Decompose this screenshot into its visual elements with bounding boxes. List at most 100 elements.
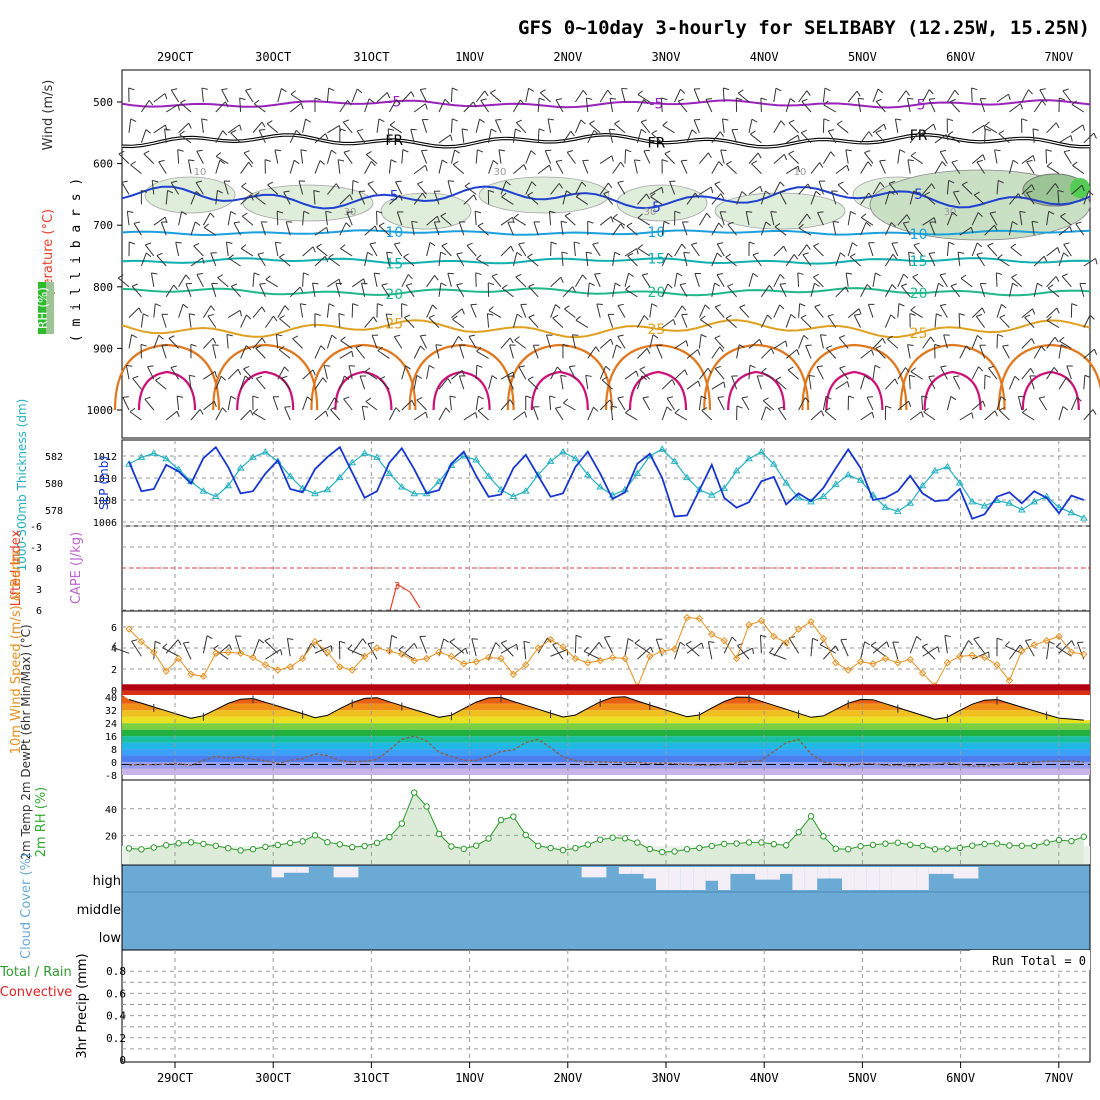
wind-barb-flag [1008, 94, 1011, 101]
wind-barb [426, 275, 436, 288]
wind-barb-flag [556, 159, 563, 162]
wind-barb-flag [221, 88, 228, 91]
wind-barb [290, 93, 303, 103]
wind-barb-flag [567, 150, 574, 153]
wind-barb-flag [587, 220, 594, 224]
wind-barb [539, 92, 551, 103]
wind-barb [661, 283, 669, 297]
wind-barb-10m-flag [685, 640, 692, 645]
wind-barb-flag [806, 213, 811, 220]
wind-barb [939, 305, 948, 318]
wind-barb [260, 221, 266, 236]
wind-barb [438, 378, 449, 390]
wind-barb [264, 315, 274, 328]
wind-barb-flag [612, 213, 618, 219]
wind-barb-flag [539, 89, 546, 94]
wind-barb [698, 334, 702, 349]
wind-barb-flag [814, 282, 820, 287]
cloud-high-bar [668, 867, 681, 890]
wind-barb-10m [314, 645, 332, 654]
wind-barb [326, 397, 335, 411]
wind-barb [860, 192, 870, 205]
isotherm-35 [334, 370, 393, 411]
wind-barb-flag [804, 397, 810, 403]
wind-barb [126, 211, 130, 226]
wind-barb [1058, 344, 1062, 359]
wind-barb [1008, 283, 1014, 297]
wind-barb-flag [248, 161, 253, 168]
wind-barb [339, 375, 345, 390]
wind-barb-flag [1092, 409, 1097, 415]
wind-barb-flag [345, 222, 351, 228]
cloud-high-bar [594, 867, 607, 878]
wind-barb [907, 159, 911, 174]
wind-barb [836, 123, 849, 134]
wind-barb-flag [177, 149, 184, 152]
wind-barb-10m [1009, 644, 1021, 660]
wind-barb-flag [625, 149, 632, 153]
wind-barb [835, 164, 848, 175]
wind-barb-flag [351, 351, 354, 358]
wind-barb [1010, 246, 1023, 257]
wind-speed-point [187, 670, 195, 678]
wind-barb-flag [849, 253, 856, 258]
wind-barb [215, 376, 222, 390]
wind-barb [725, 317, 737, 328]
wind-barb [456, 284, 465, 298]
wind-barb [798, 303, 801, 318]
thickness-point [1079, 514, 1088, 521]
wind-barb [190, 221, 196, 236]
wind-barb-flag [697, 380, 701, 387]
wind-barb [274, 242, 279, 257]
wind-barb-10m [840, 639, 849, 657]
wind-barb-flag [1063, 149, 1070, 153]
wind-barb-flag [948, 180, 955, 184]
wind-barb [1009, 193, 1019, 205]
wind-barb [450, 118, 453, 133]
wind-barb [488, 375, 493, 390]
wind-barb [934, 134, 947, 144]
wind-barb-flag [273, 315, 278, 322]
wind-barb [564, 308, 576, 318]
wind-barb [711, 131, 721, 144]
wind-barb-flag [775, 376, 782, 381]
upper-air-panel: -5-5-5FRFRFR5551010101515152020202525251… [36, 69, 1100, 439]
wind-barb-flag [759, 339, 763, 346]
wind-barb-10m [723, 636, 733, 654]
wind-speed-point [1055, 632, 1063, 641]
wind-barb-flag [1032, 308, 1036, 315]
thickness-point [658, 445, 667, 452]
wind-barb [203, 400, 215, 411]
wind-barb-10m-flag [516, 644, 519, 651]
wind-barb [243, 152, 254, 164]
wind-barb-flag [719, 346, 724, 352]
thickness-point [224, 481, 233, 489]
rh-point [634, 839, 641, 846]
wind-barb [195, 182, 204, 195]
wind-barb-flag [300, 149, 307, 152]
wind-barb-flag [1039, 396, 1046, 399]
date-label-bottom: 1NOV [455, 1071, 484, 1085]
wind-barb [698, 304, 706, 318]
wind-barb [773, 153, 785, 164]
wind-barb [860, 349, 872, 359]
wind-barb-flag [715, 304, 721, 308]
wind-barb-flag [313, 189, 320, 193]
wind-barb [599, 216, 612, 226]
wind-barb [961, 184, 973, 195]
wind-barb-flag [825, 395, 832, 400]
wind-barb [338, 313, 341, 328]
wind-barb-flag [1043, 256, 1048, 262]
wind-barb-flag [324, 365, 331, 367]
wind-barb [770, 211, 775, 226]
wind-barb-flag [700, 395, 707, 400]
wind-barb [575, 196, 589, 205]
wind-barb-10m-flag [310, 643, 316, 649]
thickness-point [521, 487, 530, 494]
wind-barb [463, 101, 474, 113]
temp-axis-label: 2m Temp 2m DewPt (6hr Min/Max) (°C) [19, 624, 33, 859]
wind-barb [651, 133, 663, 144]
rh-point [646, 845, 653, 853]
wind-barb [818, 180, 824, 195]
wind-barb [677, 100, 688, 113]
